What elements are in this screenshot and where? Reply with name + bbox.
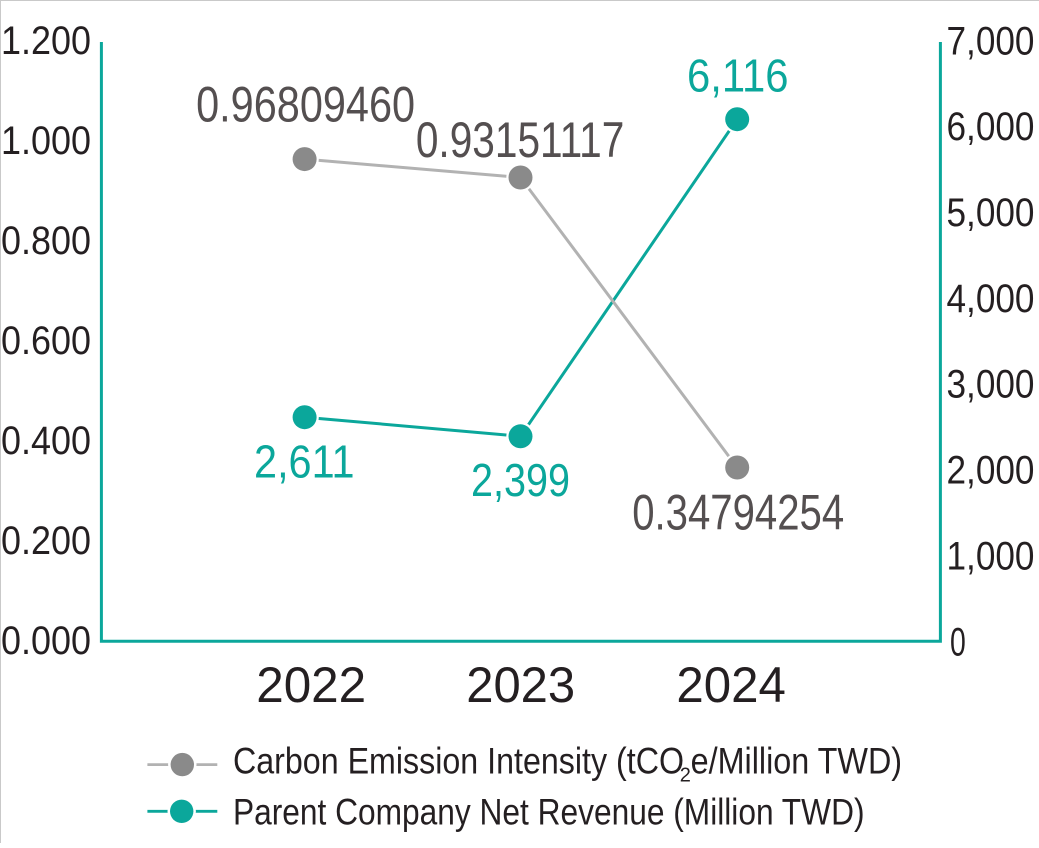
svg-text:2024: 2024 <box>676 656 786 713</box>
svg-text:0.34794254: 0.34794254 <box>632 483 844 540</box>
svg-text:6,000: 6,000 <box>947 105 1035 149</box>
svg-text:0.96809460: 0.96809460 <box>196 76 415 133</box>
svg-text:0.600: 0.600 <box>1 319 91 363</box>
svg-text:6,116: 6,116 <box>687 49 789 101</box>
svg-text:0: 0 <box>950 620 966 664</box>
svg-text:2023: 2023 <box>466 656 575 713</box>
svg-text:0.200: 0.200 <box>1 519 91 563</box>
svg-text:Parent Company Net Revenue (Mi: Parent Company Net Revenue (Million TWD) <box>233 792 865 833</box>
svg-text:1,000: 1,000 <box>947 534 1035 578</box>
svg-text:0.000: 0.000 <box>1 619 91 663</box>
svg-text:0.93151117: 0.93151117 <box>416 111 625 168</box>
svg-text:2022: 2022 <box>256 656 366 713</box>
svg-text:2,000: 2,000 <box>947 449 1035 493</box>
svg-text:4,000: 4,000 <box>947 277 1035 321</box>
svg-text:3,000: 3,000 <box>947 363 1035 407</box>
svg-text:1.000: 1.000 <box>1 119 91 163</box>
svg-text:7,000: 7,000 <box>947 19 1035 63</box>
svg-text:e/Million TWD): e/Million TWD) <box>691 741 903 782</box>
svg-text:0.800: 0.800 <box>1 219 91 263</box>
svg-text:Carbon Emission Intensity (tCO: Carbon Emission Intensity (tCO <box>233 741 684 782</box>
svg-text:2: 2 <box>680 765 691 787</box>
svg-text:2,611: 2,611 <box>254 436 355 488</box>
svg-text:5,000: 5,000 <box>947 191 1035 235</box>
svg-text:1.200: 1.200 <box>1 19 91 63</box>
svg-text:0.400: 0.400 <box>1 419 91 463</box>
svg-text:2,399: 2,399 <box>471 454 570 506</box>
